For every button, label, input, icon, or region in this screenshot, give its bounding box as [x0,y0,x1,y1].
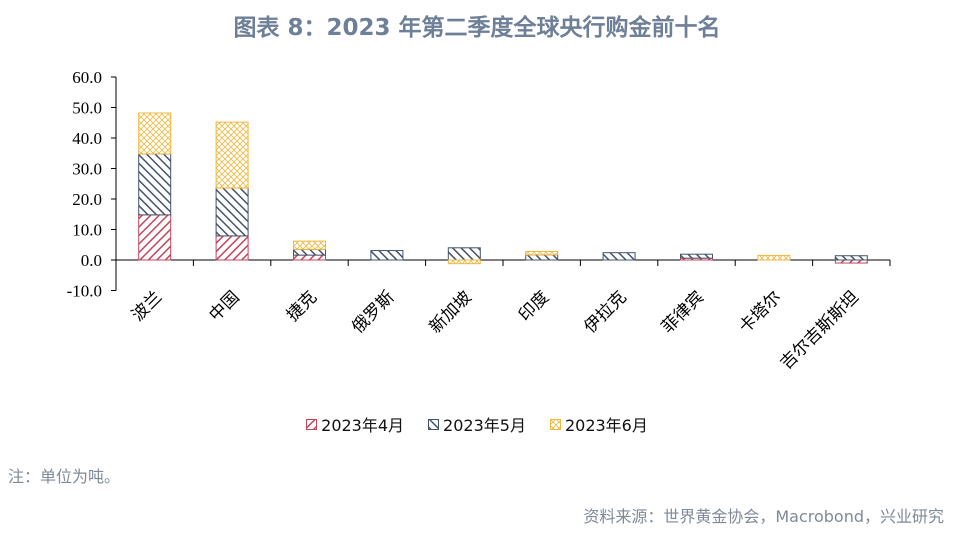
bar-segment [138,112,172,155]
x-category-label: 波兰 [128,287,165,324]
unit-note: 注：单位为吨。 [8,467,121,486]
bar-segment [293,254,326,261]
y-tick-label: 40.0 [72,129,102,148]
legend-swatch-icon [306,418,318,430]
legend-swatch-icon [428,418,440,430]
y-tick-label: 50.0 [72,99,102,118]
legend-label: 2023年5月 [443,416,526,435]
bar-segment [293,240,326,250]
x-category-label: 俄罗斯 [348,287,397,336]
bar-segment [525,250,559,256]
bar-segment [215,121,249,189]
y-tick-label: 60.0 [72,68,102,87]
x-category-label: 印度 [515,287,552,324]
bar-segment [834,255,868,261]
source-text: 资料来源：世界黄金协会，Macrobond，兴业研究 [583,507,944,526]
bar-segment [680,253,713,259]
y-tick-label: 30.0 [72,160,102,179]
bar-segment [370,250,404,261]
bar-segment [138,214,172,261]
y-tick-label: 0.0 [81,251,102,270]
bar-segment [215,187,249,237]
legend-swatch-icon [549,418,561,430]
x-category-label: 中国 [205,287,242,324]
y-tick-label: 10.0 [72,221,102,240]
legend-item: 2023年4月 [306,412,404,436]
bar-segment [447,247,481,261]
x-category-label: 卡塔尔 [735,287,784,336]
chart-legend: 2023年4月 2023年5月 2023年6月 [0,412,954,436]
x-category-label: 吉尔吉斯斯坦 [777,287,863,373]
x-category-label: 菲律宾 [658,287,707,336]
bar-segment [215,235,249,261]
x-category-label: 伊拉克 [580,287,629,336]
bar-segment [447,259,481,265]
legend-label: 2023年6月 [564,416,648,435]
bar-segment [293,248,326,256]
x-category-label: 捷克 [283,287,320,324]
legend-label: 2023年4月 [321,416,405,435]
stacked-bar-chart: 60.0 50.0 40.0 30.0 20.0 10.0 0.0 -10.0 波兰 中国 捷克俄… [67,68,891,373]
y-tick-label: -10.0 [67,282,102,301]
bar-segment [757,254,791,261]
y-tick-label: 20.0 [72,190,102,209]
x-category-label: 新加坡 [426,287,475,336]
bar-segment [602,252,636,261]
bar-segment [138,153,172,216]
legend-item: 2023年6月 [549,412,648,436]
bar-segment [525,254,559,261]
chart-title: 图表 8：2023 年第二季度全球央行购金前十名 [233,15,721,41]
legend-item: 2023年5月 [428,412,526,436]
